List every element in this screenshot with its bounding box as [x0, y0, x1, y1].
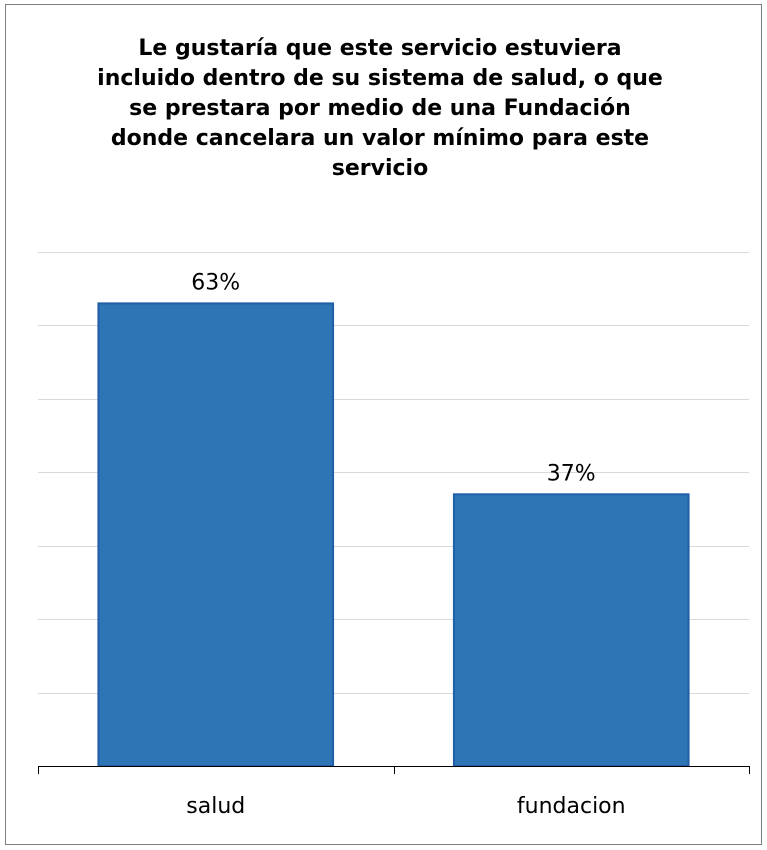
- data-label-salud: 63%: [191, 270, 240, 295]
- data-label-fundacion: 37%: [547, 461, 596, 486]
- bar-salud: [97, 302, 335, 767]
- x-tick-label-fundacion: fundacion: [517, 794, 626, 819]
- bar-fundacion: [452, 493, 690, 767]
- x-tick-label-salud: salud: [186, 794, 245, 819]
- chart-title: Le gustaría que este servicio estuviera …: [97, 36, 663, 181]
